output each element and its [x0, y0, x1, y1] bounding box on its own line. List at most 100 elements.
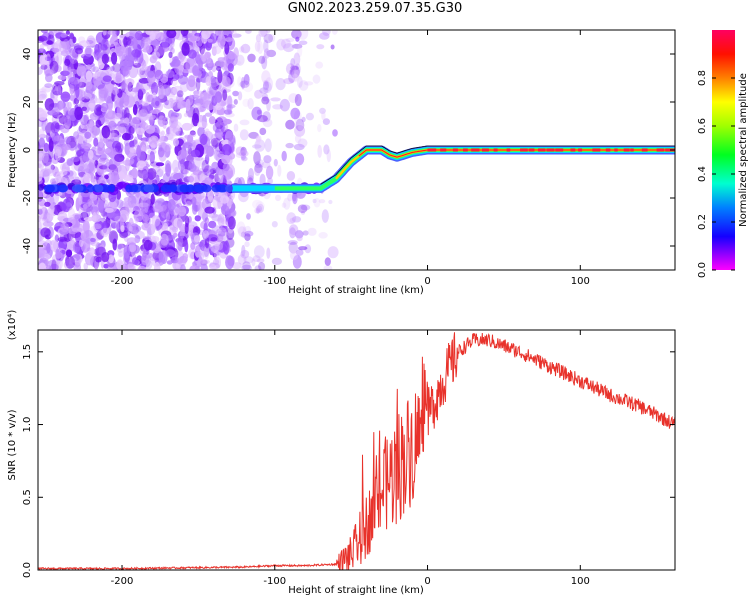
noise-speck	[321, 209, 329, 223]
noise-speck	[187, 175, 195, 183]
noise-speck	[103, 148, 112, 153]
noise-speck	[67, 101, 72, 109]
noise-speck	[64, 115, 72, 129]
noise-speck	[180, 264, 186, 270]
noise-speck	[74, 106, 83, 121]
noise-speck	[49, 239, 58, 252]
noise-speck	[132, 104, 138, 116]
noise-speck	[243, 74, 250, 86]
noise-speck	[240, 152, 246, 161]
colorbar-tick-label: 0.0	[697, 262, 708, 278]
noise-speck	[319, 32, 330, 40]
noise-speck	[172, 56, 179, 62]
noise-speck	[172, 85, 183, 95]
noise-speck	[203, 146, 214, 158]
noise-speck	[297, 138, 308, 148]
noise-speck	[90, 237, 96, 243]
noise-speck	[138, 88, 143, 97]
noise-speck	[270, 97, 281, 102]
noise-speck	[285, 63, 295, 75]
noise-speck	[53, 152, 59, 161]
noise-speck	[181, 122, 193, 131]
noise-speck	[237, 91, 243, 101]
noise-speck	[38, 163, 42, 169]
noise-speck	[129, 140, 136, 149]
noise-speck	[302, 230, 309, 236]
noise-speck	[66, 202, 72, 207]
noise-speck	[254, 40, 261, 52]
noise-speck	[171, 78, 178, 87]
noise-speck	[317, 124, 322, 133]
noise-speck	[38, 250, 49, 258]
noise-speck	[298, 80, 309, 91]
noise-speck	[65, 30, 70, 35]
noise-speck	[102, 30, 107, 36]
noise-speck	[275, 78, 286, 91]
noise-speck	[248, 131, 259, 139]
ridge-peak	[482, 148, 489, 152]
noise-speck	[257, 41, 264, 54]
ridge-peak	[656, 148, 665, 152]
noise-speck	[171, 159, 180, 173]
noise-speck	[247, 53, 256, 63]
noise-speck	[244, 241, 250, 248]
noise-speck	[112, 63, 122, 73]
noise-speck	[254, 163, 263, 174]
noise-speck	[95, 256, 102, 263]
noise-speck	[143, 102, 150, 113]
noise-speck	[173, 217, 183, 229]
noise-speck	[215, 150, 222, 162]
noise-speck	[294, 230, 304, 239]
noise-speck	[173, 172, 184, 180]
ridge-peak	[630, 148, 634, 152]
noise-speck	[160, 233, 169, 246]
noise-speck	[208, 116, 216, 125]
noise-speck	[215, 30, 224, 36]
noise-speck	[81, 106, 87, 112]
ridge-blob	[225, 184, 234, 193]
noise-speck	[110, 221, 118, 229]
noise-speck	[87, 198, 98, 206]
noise-speck	[176, 90, 184, 98]
noise-speck	[209, 85, 218, 96]
noise-speck	[124, 200, 134, 209]
noise-speck	[160, 84, 172, 97]
noise-speck	[122, 36, 132, 46]
noise-speck	[133, 136, 138, 148]
noise-speck	[263, 155, 272, 164]
noise-speck	[89, 205, 99, 213]
noise-speck	[128, 243, 137, 253]
noise-speck	[321, 110, 326, 121]
noise-speck	[131, 225, 142, 233]
noise-speck	[125, 78, 135, 86]
ridge-blob	[43, 184, 55, 193]
noise-speck	[233, 123, 239, 132]
bottom-x-axis-label: Height of straight line (km)	[288, 585, 424, 596]
noise-speck	[253, 165, 261, 176]
noise-speck	[53, 90, 60, 96]
noise-speck	[262, 111, 271, 122]
noise-speck	[181, 42, 190, 56]
noise-speck	[205, 76, 212, 87]
noise-speck	[80, 191, 91, 198]
noise-speck	[206, 146, 214, 157]
noise-speck	[293, 52, 301, 67]
noise-speck	[94, 220, 104, 231]
noise-speck	[194, 156, 203, 161]
noise-speck	[151, 51, 160, 60]
noise-speck	[290, 65, 300, 79]
noise-speck	[182, 168, 190, 175]
noise-speck	[177, 206, 187, 217]
noise-speck	[261, 93, 269, 102]
noise-speck	[207, 38, 213, 43]
noise-speck	[69, 94, 74, 101]
noise-speck	[207, 213, 218, 219]
noise-speck	[119, 60, 129, 71]
noise-speck	[280, 38, 291, 49]
noise-speck	[133, 62, 142, 68]
noise-speck	[51, 135, 58, 142]
noise-speck	[125, 201, 132, 214]
noise-speck	[237, 254, 247, 265]
noise-speck	[57, 237, 68, 242]
colorbar-tick-label: 0.6	[697, 118, 708, 134]
